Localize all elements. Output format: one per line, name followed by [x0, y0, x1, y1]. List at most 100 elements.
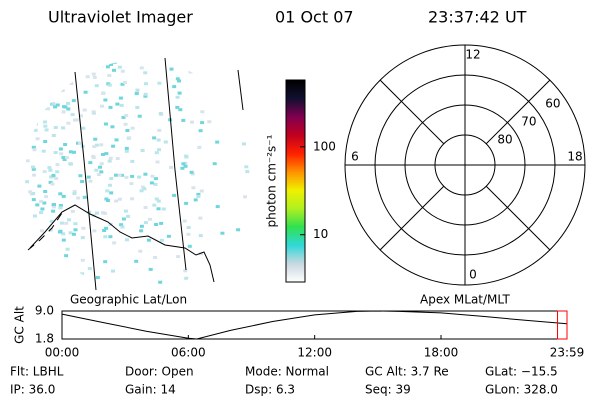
speckle [28, 190, 33, 194]
speckle [100, 104, 104, 108]
speckle [29, 109, 34, 113]
speckle [143, 206, 148, 209]
speckle [176, 255, 181, 259]
speckle [130, 197, 135, 201]
speckle [94, 168, 99, 172]
speckle [58, 192, 63, 196]
speckle [172, 193, 177, 197]
speckle [125, 238, 129, 242]
status-field: GLon: 328.0 [485, 383, 558, 397]
speckle [73, 228, 78, 232]
speckle [33, 87, 38, 91]
speckle [60, 89, 65, 93]
speckle [31, 124, 36, 128]
spoke [379, 185, 445, 251]
speckle [60, 67, 65, 71]
speckle [72, 150, 76, 154]
speckle [154, 197, 159, 201]
speckle [43, 120, 47, 124]
speckle [61, 110, 66, 114]
r-tick-label: 70 [521, 115, 536, 129]
speckle [58, 206, 63, 210]
speckle [28, 290, 32, 293]
speckle [198, 234, 203, 238]
altitude-chart: 9.0 1.800:00 06:00 12:00 18:00 23:59 GC Alt [13, 304, 585, 360]
speckle [42, 107, 47, 110]
speckle [139, 66, 144, 70]
speckle [41, 288, 46, 290]
speckle [61, 232, 66, 236]
speckle [142, 187, 147, 191]
speckle [191, 186, 196, 190]
speckle [63, 143, 68, 146]
status-field: Dsp: 6.3 [245, 383, 295, 397]
speckle [36, 243, 41, 247]
speckle [226, 81, 231, 84]
speckle [139, 189, 144, 193]
speckle [187, 244, 192, 248]
speckle [143, 172, 148, 176]
speckle [83, 90, 88, 94]
status-field: IP: 36.0 [10, 383, 55, 397]
speckle [64, 77, 69, 81]
speckle [102, 229, 107, 232]
speckle [31, 167, 36, 171]
speckle [32, 148, 37, 152]
speckle [196, 192, 201, 196]
speckle [163, 140, 168, 144]
speckle [43, 55, 47, 58]
speckle [27, 267, 32, 271]
speckle [120, 69, 125, 73]
speckle [85, 62, 90, 66]
speckle [59, 221, 64, 225]
speckle [175, 95, 180, 99]
speckle [34, 101, 39, 105]
speckle [123, 122, 128, 126]
status-field: Flt: LBHL [10, 365, 64, 379]
speckle [184, 154, 189, 158]
speckle [92, 75, 97, 79]
coastline [29, 204, 215, 283]
speckle [139, 229, 144, 233]
x-tick-label: 06:00 [171, 346, 206, 360]
header-date: 01 Oct 07 [275, 8, 354, 27]
meridian [74, 71, 97, 291]
speckle [157, 148, 161, 152]
x-tick-label: 18:00 [424, 346, 459, 360]
speckle [63, 105, 68, 109]
speckle [66, 107, 71, 111]
speckle [31, 117, 36, 121]
speckle [55, 170, 60, 174]
theta-tick-label: 6 [351, 150, 359, 164]
speckle [166, 234, 171, 238]
speckle [244, 165, 249, 169]
speckle [110, 125, 115, 129]
speckle [196, 195, 201, 198]
speckle [26, 107, 31, 111]
speckle [193, 198, 198, 202]
speckle [94, 143, 99, 147]
speckle [115, 157, 120, 160]
speckle [129, 182, 134, 186]
speckle [42, 170, 47, 174]
speckle [62, 158, 67, 161]
r-tick-label: 80 [497, 133, 512, 147]
meridian [237, 69, 244, 111]
speckle [112, 60, 117, 64]
speckle [126, 214, 131, 218]
speckle [195, 67, 200, 71]
speckle [61, 194, 66, 198]
speckle [184, 201, 189, 205]
speckle [45, 69, 50, 72]
speckle [153, 256, 158, 259]
speckle [41, 149, 46, 153]
speckle [156, 138, 161, 142]
speckle [29, 271, 34, 274]
speckle [68, 231, 73, 235]
speckle [98, 165, 102, 169]
speckle [99, 60, 104, 63]
speckle [94, 84, 99, 88]
altitude-line [61, 310, 568, 340]
speckle [119, 173, 124, 177]
speckle [76, 60, 80, 62]
